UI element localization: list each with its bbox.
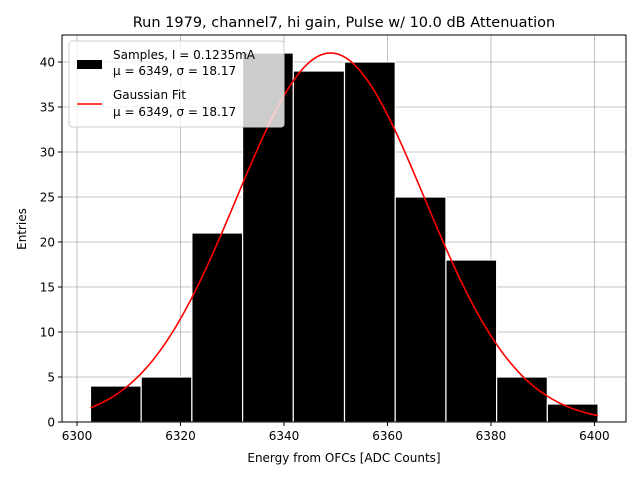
y-tick-label: 40 [40,55,55,69]
histogram-bar-8 [445,259,498,423]
x-tick-label: 6300 [62,429,93,443]
histogram-bar-2 [140,376,193,423]
legend-box [68,40,285,128]
histogram-bars [89,52,599,423]
axes-frame [61,34,627,423]
legend-samples-stats: μ = 6349, σ = 18.17 [113,64,236,78]
y-axis-ticks: 0 5 10 15 20 25 30 35 40 [40,55,62,429]
y-tick-label: 5 [47,370,55,384]
x-axis-label: Energy from OFCs [ADC Counts] [247,451,440,465]
histogram-bar-6 [343,61,396,423]
x-tick-label: 6320 [165,429,196,443]
y-tick-label: 25 [40,190,55,204]
x-tick-label: 6340 [269,429,300,443]
x-axis-ticks: 6300 6320 6340 6360 6380 6400 [62,422,610,443]
y-tick-label: 35 [40,100,55,114]
legend-samples-patch [77,60,102,69]
histogram-bar-10 [546,403,599,423]
x-tick-label: 6360 [372,429,403,443]
y-tick-label: 20 [40,235,55,249]
legend-fit-stats: μ = 6349, σ = 18.17 [113,105,236,119]
chart-title: Run 1979, channel7, hi gain, Pulse w/ 10… [133,15,556,31]
x-tick-label: 6400 [579,429,610,443]
y-tick-label: 0 [47,415,55,429]
y-tick-label: 10 [40,325,55,339]
y-axis-label: Entries [15,208,29,250]
histogram-bar-5 [292,70,346,423]
legend-fit-label: Gaussian Fit [113,88,186,102]
y-tick-label: 30 [40,145,55,159]
gaussian-fit-curve [90,52,599,417]
histogram-bar-3 [191,232,244,423]
legend: Samples, I = 0.1235mA μ = 6349, σ = 18.1… [68,40,285,128]
y-tick-label: 15 [40,280,55,294]
legend-samples-label: Samples, I = 0.1235mA [113,48,256,62]
x-tick-label: 6380 [476,429,507,443]
histogram-bar-9 [496,376,548,423]
